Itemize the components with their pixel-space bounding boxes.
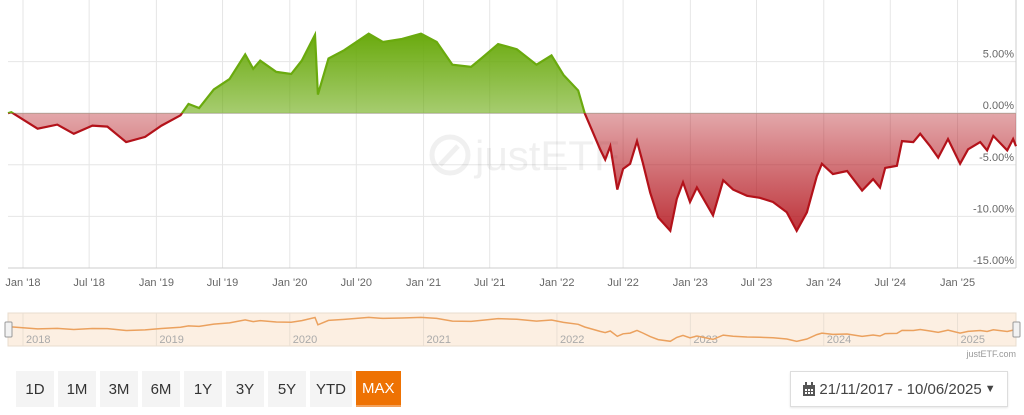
range-5y-button[interactable]: 5Y bbox=[268, 371, 306, 407]
x-tick-label: Jul '20 bbox=[341, 277, 372, 289]
range-buttons: 1D 1M 3M 6M 1Y 3Y 5Y YTD MAX bbox=[16, 371, 401, 407]
navigator-year-label: 2024 bbox=[827, 334, 851, 346]
justetf-watermark: justETF bbox=[429, 132, 620, 179]
x-tick-label: Jan '21 bbox=[406, 277, 441, 289]
navigator-year-label: 2020 bbox=[293, 334, 317, 346]
negative-area bbox=[8, 113, 1016, 231]
x-tick-label: Jul '22 bbox=[607, 277, 638, 289]
x-tick-label: Jul '21 bbox=[474, 277, 505, 289]
range-ytd-button[interactable]: YTD bbox=[310, 371, 352, 407]
navigator-year-label: 2025 bbox=[961, 334, 985, 346]
range-1m-button[interactable]: 1M bbox=[58, 371, 96, 407]
range-1d-button[interactable]: 1D bbox=[16, 371, 54, 407]
x-tick-label: Jan '22 bbox=[539, 277, 574, 289]
y-tick-label: 0.00% bbox=[983, 100, 1014, 112]
positive-line bbox=[7, 30, 586, 114]
date-range-label: 21/11/2017 - 10/06/2025 bbox=[819, 380, 982, 398]
range-3y-button[interactable]: 3Y bbox=[226, 371, 264, 407]
navigator-credit: justETF.com bbox=[965, 349, 1016, 359]
date-range-picker[interactable]: 21/11/2017 - 10/06/2025 ▼ bbox=[790, 371, 1008, 407]
navigator-year-label: 2018 bbox=[26, 334, 50, 346]
y-tick-label: -5.00% bbox=[979, 152, 1014, 164]
x-tick-label: Jan '20 bbox=[272, 277, 307, 289]
range-3m-button[interactable]: 3M bbox=[100, 371, 138, 407]
y-tick-label: -15.00% bbox=[973, 255, 1014, 267]
x-tick-label: Jul '18 bbox=[73, 277, 104, 289]
negative-line bbox=[7, 113, 1018, 234]
x-tick-label: Jan '25 bbox=[940, 277, 975, 289]
positive-area bbox=[8, 33, 585, 114]
navigator-right-handle[interactable] bbox=[1012, 321, 1021, 338]
range-6m-button[interactable]: 6M bbox=[142, 371, 180, 407]
x-tick-label: Jan '19 bbox=[139, 277, 174, 289]
navigator-year-label: 2022 bbox=[560, 334, 584, 346]
navigator-left-handle[interactable] bbox=[4, 321, 13, 338]
caret-down-icon: ▼ bbox=[984, 383, 996, 395]
x-tick-label: Jan '23 bbox=[673, 277, 708, 289]
navigator-year-label: 2021 bbox=[427, 334, 451, 346]
navigator-year-label: 2019 bbox=[159, 334, 183, 346]
range-1y-button[interactable]: 1Y bbox=[184, 371, 222, 407]
range-max-button[interactable]: MAX bbox=[356, 371, 401, 407]
performance-chart: justETF 5.00% 0.00% -5.00% -10.00% -15.00% J… bbox=[4, 0, 1021, 359]
navigator-line bbox=[7, 316, 1017, 343]
x-tick-label: Jul '23 bbox=[741, 277, 772, 289]
x-tick-label: Jul '24 bbox=[875, 277, 906, 289]
x-tick-label: Jul '19 bbox=[207, 277, 238, 289]
y-tick-label: 5.00% bbox=[983, 49, 1014, 61]
navigator[interactable]: 2018 2019 2020 2021 2022 2023 2024 2025justETF.… bbox=[4, 312, 1021, 359]
calendar-icon bbox=[803, 381, 816, 396]
x-tick-label: Jan '24 bbox=[806, 277, 841, 289]
y-tick-label: -10.00% bbox=[973, 203, 1014, 215]
x-tick-label: Jan '18 bbox=[5, 277, 40, 289]
